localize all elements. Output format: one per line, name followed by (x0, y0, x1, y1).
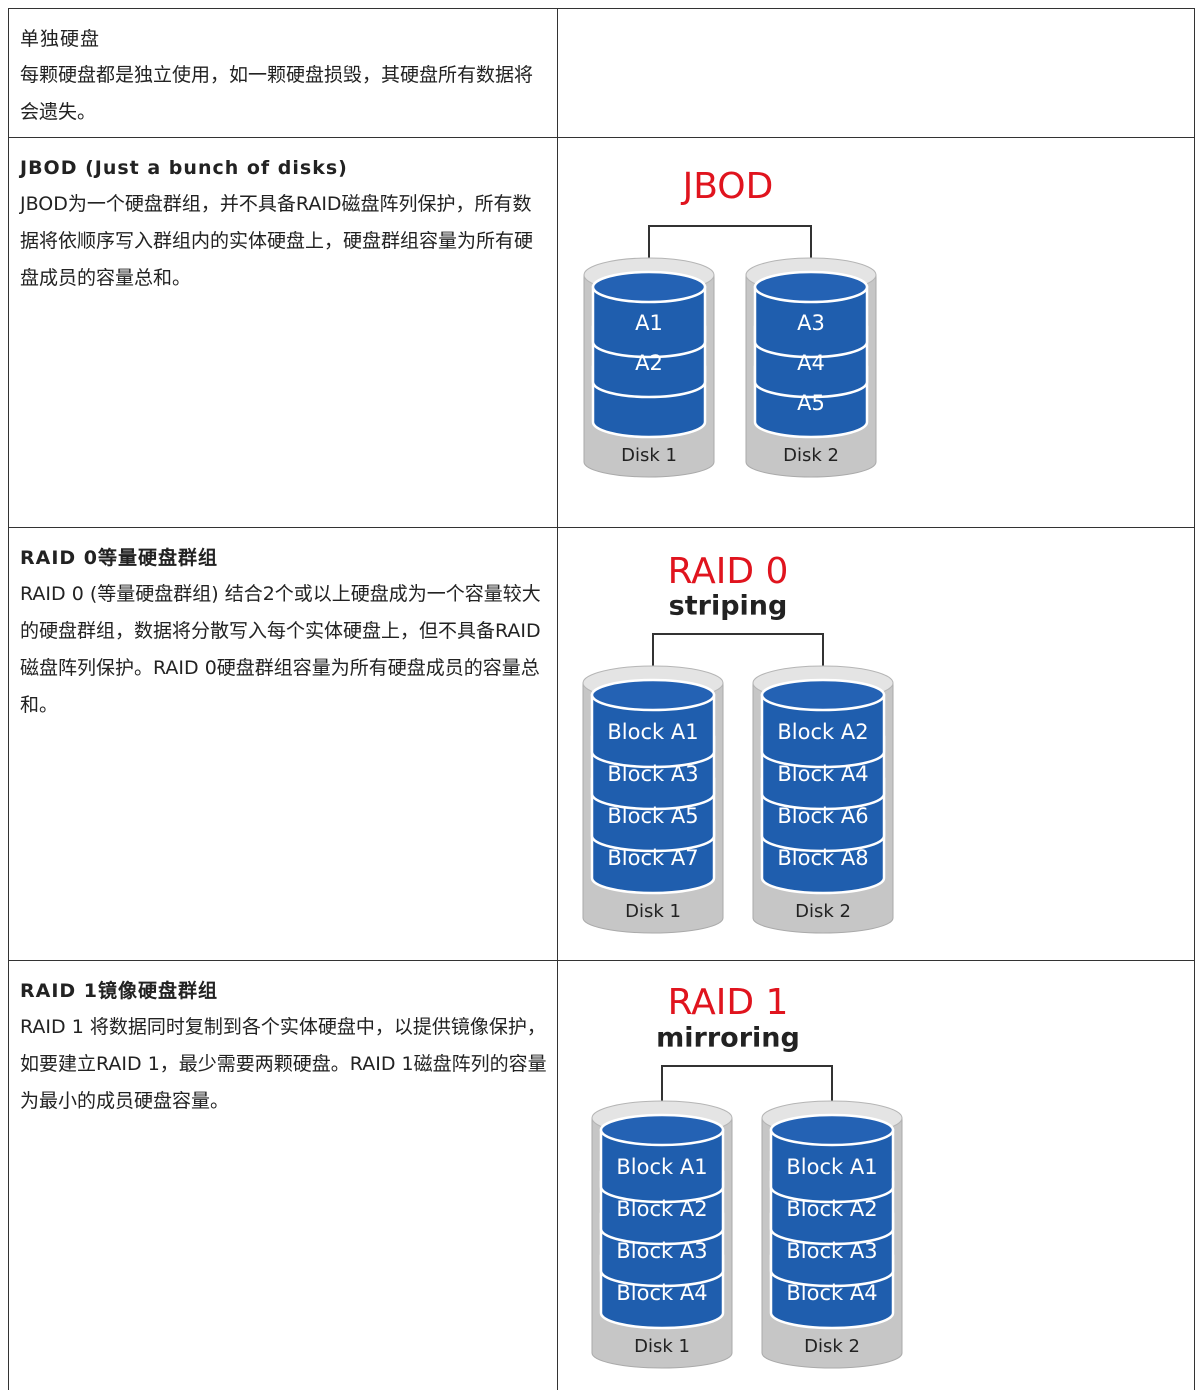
row-description: 每颗硬盘都是独立使用，如一颗硬盘损毁，其硬盘所有数据将会遗失。 (20, 64, 534, 123)
block-label: Block A4 (616, 1281, 707, 1305)
diagram-cell: JBOD A1 A2 Disk 1 A3 A4 A5 Disk 2 (557, 137, 1195, 527)
connector (661, 1065, 833, 1130)
row-description: RAID 1 将数据同时复制到各个实体硬盘中，以提供镜像保护，如要建立RAID … (20, 1016, 547, 1112)
block-label: Block A6 (777, 804, 868, 828)
block (590, 693, 716, 769)
text-cell: JBOD (Just a bunch of disks) JBOD为一个硬盘群组，… (8, 137, 557, 527)
disk: A3 A4 A5 Disk 2 (745, 257, 877, 478)
block-label: Block A3 (607, 762, 698, 786)
block-label: Block A4 (786, 1281, 877, 1305)
block-label: Block A1 (607, 720, 698, 744)
block-top (590, 678, 716, 712)
block-label: Block A2 (777, 720, 868, 744)
disk: Block A2 Block A4 Block A6 Block A8 Disk 2 (752, 665, 894, 934)
disk: Block A1 Block A3 Block A5 Block A7 Disk 1 (582, 665, 724, 934)
disk: Block A1 Block A2 Block A3 Block A4 Disk 2 (761, 1100, 903, 1369)
diagram-cell (557, 8, 1195, 137)
block-label: Block A1 (616, 1155, 707, 1179)
block (769, 1128, 895, 1204)
block (599, 1128, 725, 1204)
block-label: Block A2 (786, 1197, 877, 1221)
row-title: RAID 0等量硬盘群组 (20, 547, 219, 569)
block-label: Block A5 (607, 804, 698, 828)
block-label: A5 (797, 391, 825, 415)
block-label: A2 (635, 351, 663, 375)
disk-label: Disk 2 (795, 901, 851, 922)
block-label: Block A2 (616, 1197, 707, 1221)
disk-label: Disk 1 (621, 445, 677, 466)
diagram-title: JBOD (681, 166, 774, 207)
block-label: Block A4 (777, 762, 868, 786)
row-title: RAID 1镜像硬盘群组 (20, 980, 219, 1002)
disk: A1 A2 Disk 1 (583, 257, 715, 478)
row-title: 单独硬盘 (20, 28, 101, 50)
block-top (753, 270, 869, 304)
block-label: A4 (797, 351, 825, 375)
connector (652, 633, 824, 695)
connector (648, 225, 812, 287)
block-label: Block A3 (616, 1239, 707, 1263)
disk: Block A1 Block A2 Block A3 Block A4 Disk 1 (591, 1100, 733, 1369)
block-label: Block A3 (786, 1239, 877, 1263)
row-title: JBOD (Just a bunch of disks) (20, 157, 348, 179)
block-top (760, 678, 886, 712)
diagram-subtitle: mirroring (656, 1023, 800, 1054)
diagram-title: RAID 1 (668, 982, 789, 1023)
block-label: Block A8 (777, 846, 868, 870)
block-label: A1 (635, 311, 663, 335)
block (753, 285, 869, 359)
text-cell: RAID 0等量硬盘群组 RAID 0 (等量硬盘群组) 结合2个或以上硬盘成为一… (8, 527, 557, 960)
block-label: Block A7 (607, 846, 698, 870)
text-cell: 单独硬盘每颗硬盘都是独立使用，如一颗硬盘损毁，其硬盘所有数据将会遗失。 (8, 8, 557, 137)
disk-label: Disk 2 (804, 1336, 860, 1357)
text-cell: RAID 1镜像硬盘群组 RAID 1 将数据同时复制到各个实体硬盘中，以提供镜像… (8, 960, 557, 1390)
block-label: A3 (797, 311, 825, 335)
disk-label: Disk 1 (625, 901, 681, 922)
block-top (591, 270, 707, 304)
diagram-title: RAID 0 (668, 551, 789, 592)
block (760, 693, 886, 769)
disk-label: Disk 1 (634, 1336, 690, 1357)
raid-diagram: JBOD A1 A2 Disk 1 A3 A4 A5 Disk 2 (583, 166, 877, 478)
block-top (769, 1113, 895, 1147)
disk-label: Disk 2 (783, 445, 839, 466)
row-description: RAID 0 (等量硬盘群组) 结合2个或以上硬盘成为一个容量较大的硬盘群组，数… (20, 583, 541, 716)
diagram-cell: RAID 1 mirroring Block A1 Block A2 Block A3 B… (557, 960, 1195, 1390)
diagram-cell: RAID 0 striping Block A1 Block A3 Block A5 Bl… (557, 527, 1195, 960)
block (591, 285, 707, 359)
block-top (599, 1113, 725, 1147)
block-label: Block A1 (786, 1155, 877, 1179)
row-description: JBOD为一个硬盘群组，并不具备RAID磁盘阵列保护，所有数据将依顺序写入群组内… (20, 193, 534, 289)
diagram-subtitle: striping (669, 591, 788, 622)
